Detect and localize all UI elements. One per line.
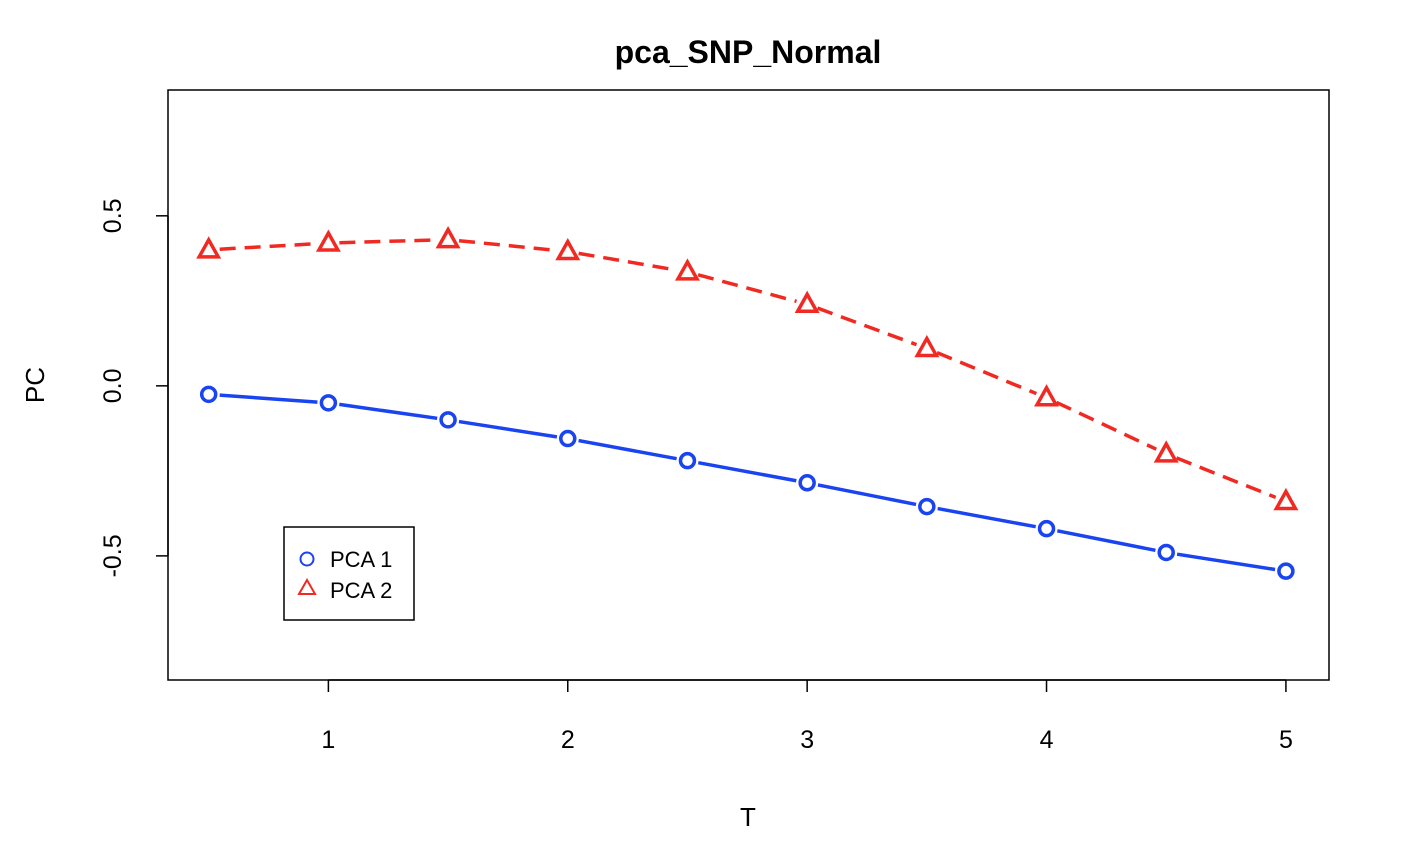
data-point-circle xyxy=(319,394,338,412)
series-line-segment xyxy=(1175,456,1277,500)
data-point-triangle xyxy=(1273,487,1299,511)
data-point-triangle xyxy=(1034,384,1060,407)
chart-title: pca_SNP_Normal xyxy=(615,34,882,70)
y-tick-label: 0.0 xyxy=(99,368,127,403)
data-point-triangle xyxy=(1153,440,1179,463)
series-line-segment xyxy=(697,460,797,483)
series-line-segment xyxy=(578,438,677,461)
x-tick-label: 4 xyxy=(1040,726,1054,754)
series-line-segment xyxy=(219,241,318,251)
legend-entry-pca-1: PCA 1 xyxy=(299,547,392,572)
series-line-segment xyxy=(697,273,797,304)
data-point-circle xyxy=(1157,543,1175,562)
y-tick-label: -0.5 xyxy=(99,534,127,577)
series-line-segment xyxy=(458,419,558,439)
data-point-triangle xyxy=(914,334,940,358)
x-tick-label: 5 xyxy=(1279,726,1293,754)
x-tick-label: 3 xyxy=(800,726,814,754)
series-line-segment xyxy=(1056,529,1156,553)
series-line-segment xyxy=(339,238,438,245)
series-line-segment xyxy=(937,506,1037,529)
data-point-circle xyxy=(439,411,457,429)
y-axis: -0.5 0.0 0.5 xyxy=(99,198,169,577)
data-point-triangle xyxy=(794,290,820,313)
x-axis: 1 2 3 4 5 xyxy=(321,679,1293,754)
data-point-circle xyxy=(1037,519,1056,538)
data-point-triangle xyxy=(315,229,341,252)
legend-entry-pca-2: PCA 2 xyxy=(297,577,392,603)
series-line-segment xyxy=(339,402,438,421)
data-point-circle xyxy=(918,497,936,516)
series-line-segment xyxy=(1176,552,1276,572)
x-axis-label: T xyxy=(740,802,756,832)
data-point-triangle xyxy=(674,258,700,281)
x-tick-label: 1 xyxy=(321,726,335,754)
series-line-segment xyxy=(1055,400,1158,451)
legend: PCA 1 PCA 2 xyxy=(283,526,415,621)
data-point-circle xyxy=(798,474,816,492)
series-line-segment xyxy=(936,351,1038,396)
data-point-triangle xyxy=(555,237,581,261)
data-point-circle xyxy=(199,385,218,404)
x-tick-label: 2 xyxy=(561,726,575,754)
series-line-segment xyxy=(578,251,677,272)
data-point-triangle xyxy=(196,236,222,259)
legend-box xyxy=(283,526,415,621)
legend-label-pca-1: PCA 1 xyxy=(330,547,392,572)
y-tick-label: 0.5 xyxy=(99,198,127,233)
series-line-segment xyxy=(817,483,917,507)
y-axis-label: PC xyxy=(20,367,50,403)
data-point-circle xyxy=(678,451,697,470)
series-layer xyxy=(196,226,1299,580)
data-point-triangle xyxy=(435,226,461,249)
series-line-segment xyxy=(816,306,918,347)
series-line-segment xyxy=(219,393,318,404)
series-line-segment xyxy=(458,238,557,253)
data-point-circle xyxy=(559,429,577,448)
series-pca-2 xyxy=(196,226,1299,511)
legend-marker-circle xyxy=(299,551,315,567)
data-point-circle xyxy=(1277,562,1295,580)
legend-marker-triangle xyxy=(297,577,317,595)
legend-label-pca-2: PCA 2 xyxy=(330,578,392,603)
series-pca-1 xyxy=(199,385,1295,580)
